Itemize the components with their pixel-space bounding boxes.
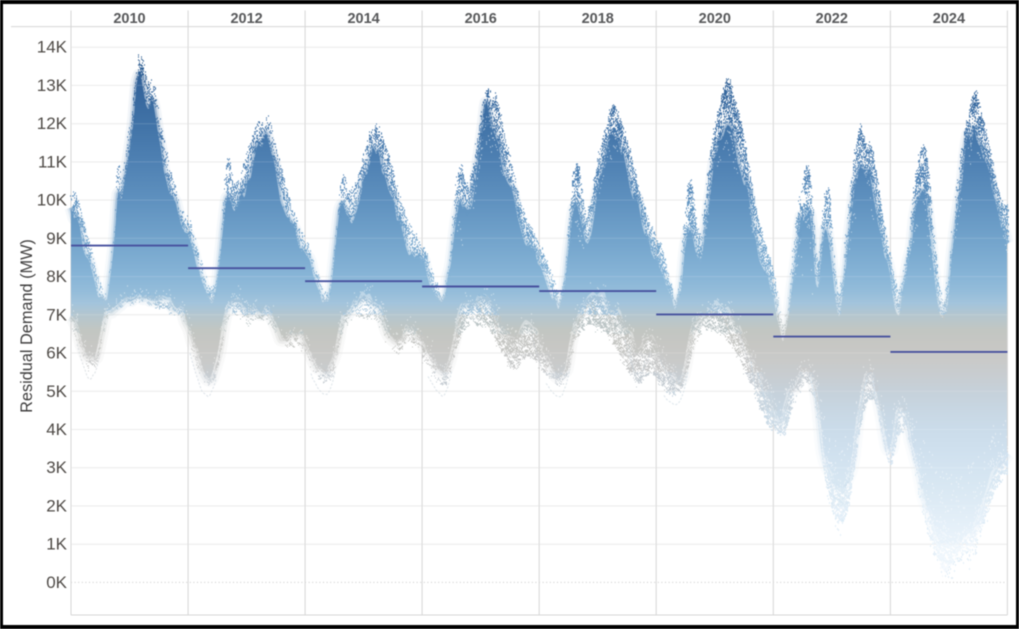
svg-text:2018: 2018 [582,11,614,27]
svg-text:1K: 1K [46,535,67,554]
svg-text:5K: 5K [46,382,67,401]
svg-text:2022: 2022 [816,11,848,27]
svg-text:Residual Demand (MW): Residual Demand (MW) [18,239,36,413]
svg-text:9K: 9K [46,229,67,248]
svg-text:13K: 13K [37,76,68,95]
svg-text:2020: 2020 [699,11,731,27]
svg-text:2K: 2K [46,496,67,515]
svg-text:14K: 14K [37,38,68,57]
svg-text:2010: 2010 [113,11,145,27]
svg-text:3K: 3K [46,458,67,477]
svg-text:2016: 2016 [465,11,497,27]
svg-text:11K: 11K [38,152,68,171]
svg-text:0K: 0K [46,573,67,592]
svg-text:10K: 10K [37,191,68,210]
svg-text:8K: 8K [46,267,67,286]
svg-text:4K: 4K [46,420,67,439]
svg-text:2012: 2012 [230,11,262,27]
svg-text:2024: 2024 [933,11,965,27]
svg-text:6K: 6K [46,344,67,363]
svg-text:2014: 2014 [347,11,379,27]
svg-text:12K: 12K [37,114,68,133]
svg-text:7K: 7K [46,305,67,324]
